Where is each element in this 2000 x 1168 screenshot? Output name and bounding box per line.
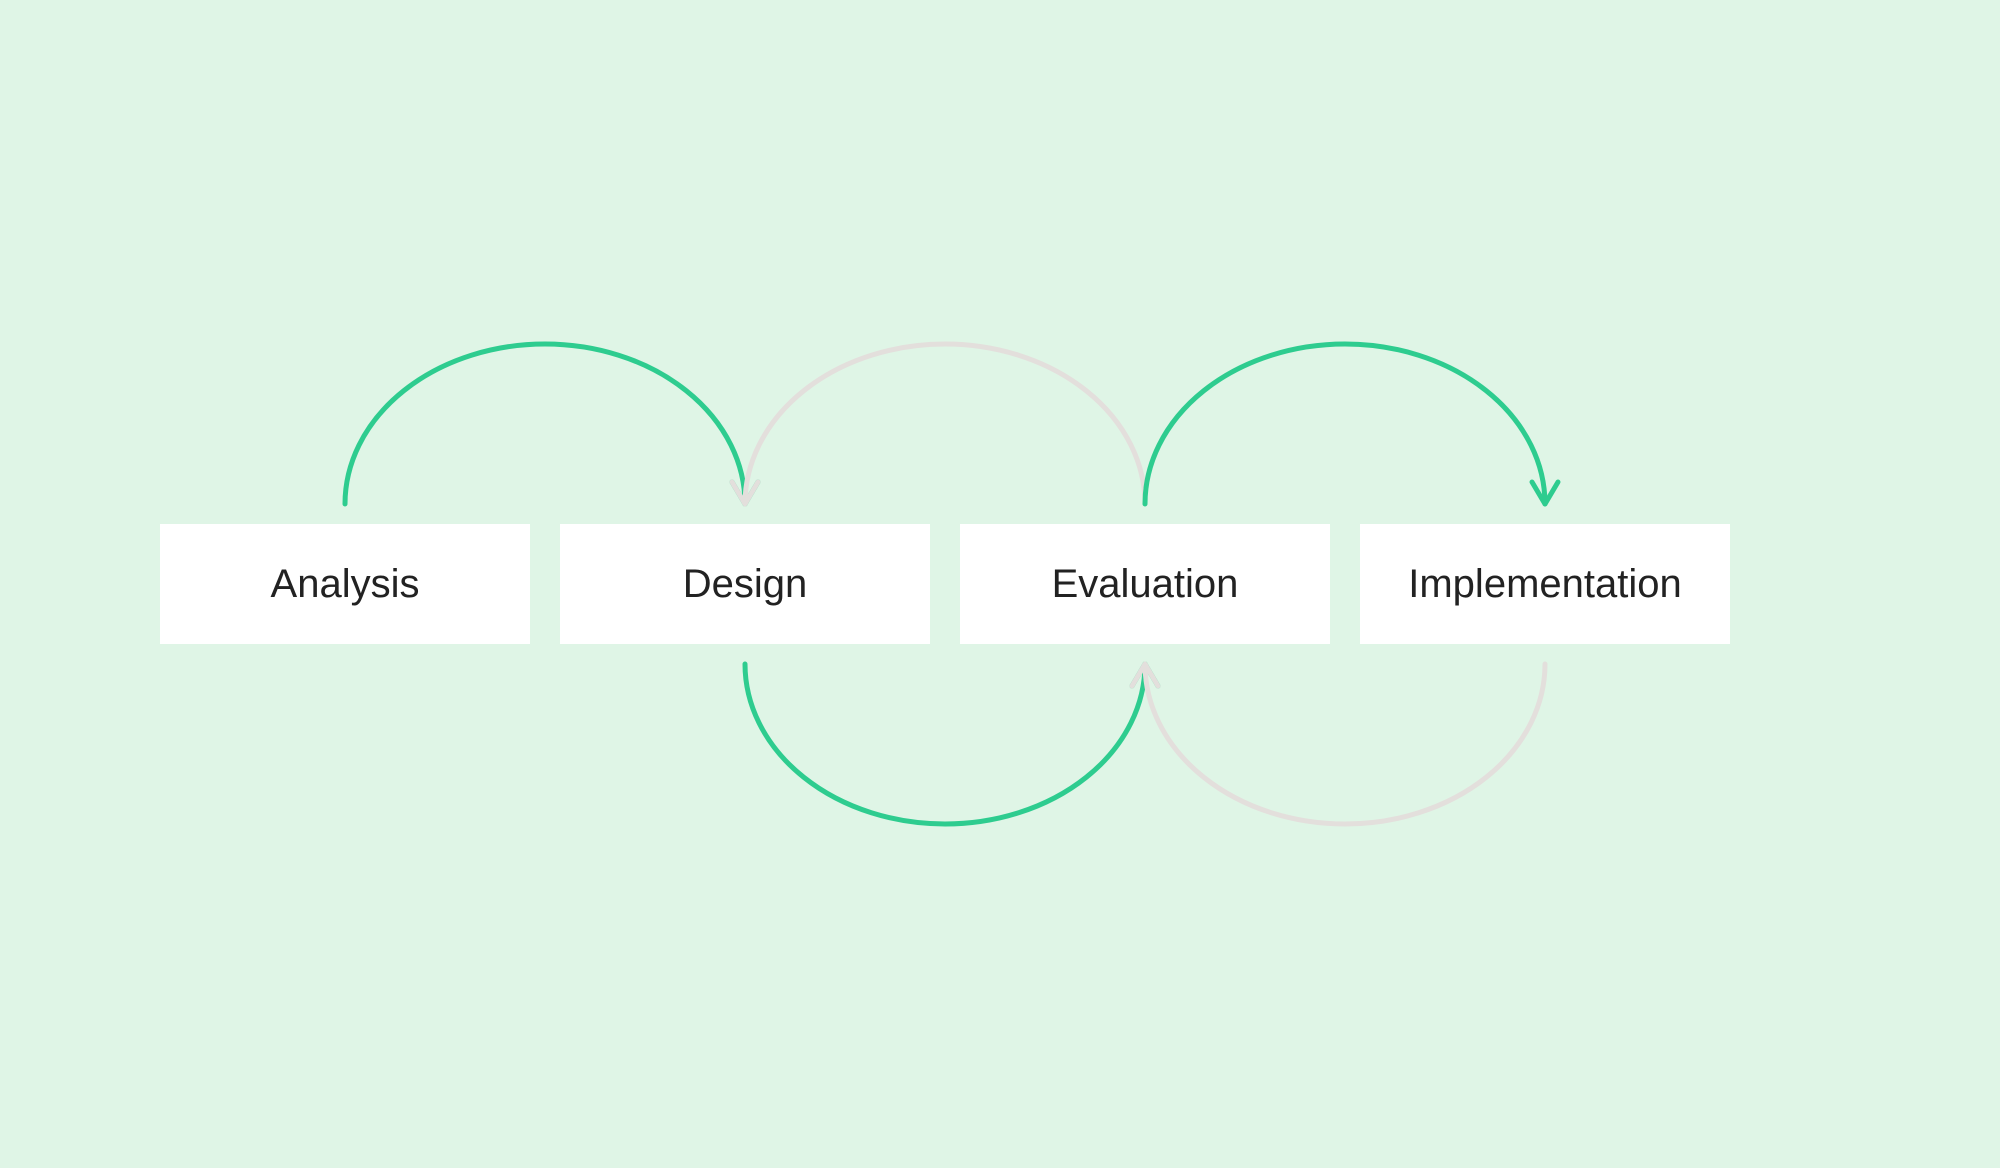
node-analysis: Analysis: [160, 524, 530, 644]
process-flow-diagram: Analysis Design Evaluation Implementation: [0, 0, 2000, 1168]
node-label-implementation: Implementation: [1408, 562, 1681, 607]
node-label-evaluation: Evaluation: [1052, 562, 1239, 607]
node-label-analysis: Analysis: [271, 562, 420, 607]
node-label-design: Design: [683, 562, 808, 607]
node-implementation: Implementation: [1360, 524, 1730, 644]
node-design: Design: [560, 524, 930, 644]
node-evaluation: Evaluation: [960, 524, 1330, 644]
